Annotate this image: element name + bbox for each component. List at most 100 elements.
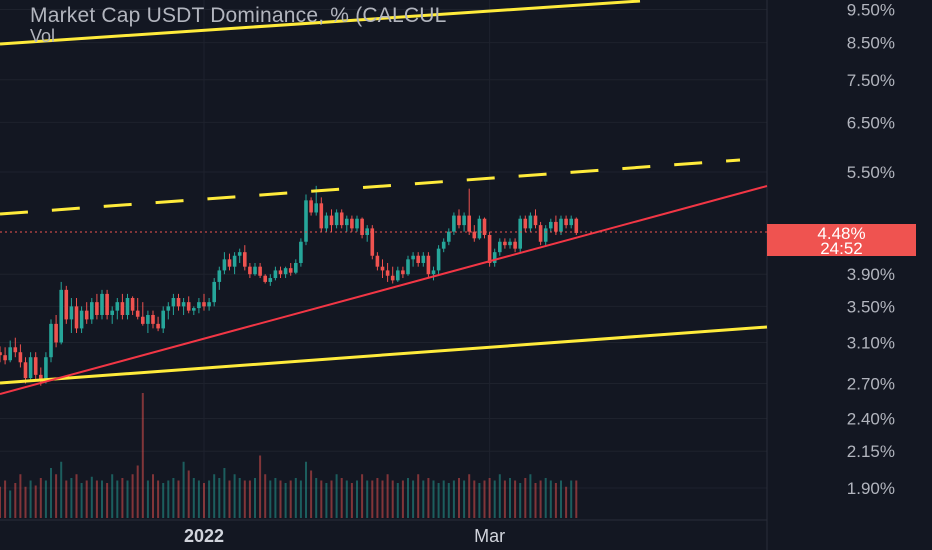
volume-bar <box>524 478 527 518</box>
volume-bar <box>167 480 170 518</box>
candle-body <box>39 374 43 382</box>
candle-body <box>452 215 456 232</box>
candle <box>278 266 283 279</box>
volume-bar <box>432 480 435 518</box>
candle-body <box>110 310 114 315</box>
candle-body <box>436 248 441 271</box>
candle <box>253 262 257 276</box>
price-tick-label: 3.90% <box>847 265 895 284</box>
volume-bar <box>50 468 52 518</box>
candle <box>477 215 482 240</box>
price-tick-label: 1.90% <box>847 479 895 498</box>
volume-bar <box>24 486 27 518</box>
volume-bar <box>473 480 476 518</box>
candle <box>324 212 329 232</box>
volume-bar <box>509 478 511 518</box>
current-price-tag: 4.48% 24:52 <box>767 224 916 257</box>
lower-channel-line[interactable] <box>0 325 768 385</box>
candle-body <box>49 323 53 358</box>
volume-bar <box>192 478 195 518</box>
candle <box>396 266 400 282</box>
volume-bar <box>152 474 154 518</box>
candle <box>130 296 135 315</box>
candle <box>258 262 262 279</box>
candle-body <box>441 241 446 249</box>
volume-bar <box>483 480 486 518</box>
current-price-value: 4.48% <box>817 224 866 243</box>
price-tick-label: 2.15% <box>847 442 895 461</box>
candle <box>283 266 288 279</box>
dashed-channel-line[interactable] <box>0 158 741 216</box>
candle <box>232 252 237 275</box>
price-tick-label: 3.10% <box>847 333 895 352</box>
candle <box>339 209 344 229</box>
candle <box>120 293 125 320</box>
volume-bar <box>269 480 272 518</box>
candle-body <box>385 270 390 276</box>
candle <box>3 347 7 365</box>
candle-body <box>0 352 2 356</box>
candle-body <box>120 302 125 315</box>
candle <box>217 266 222 290</box>
volume-bar <box>182 461 185 518</box>
support-trendline[interactable] <box>0 185 768 395</box>
candle <box>421 252 426 267</box>
candle <box>309 197 313 216</box>
candle <box>513 238 517 253</box>
candle <box>375 252 380 271</box>
candle-body <box>166 306 171 311</box>
candle <box>222 252 227 275</box>
volume-bar <box>325 483 328 518</box>
volume-bar <box>294 478 297 518</box>
candle-body <box>54 323 58 343</box>
candlestick-series <box>0 185 579 386</box>
volume-bar <box>565 486 568 518</box>
volume-bar <box>335 474 338 518</box>
candle-body <box>426 255 431 275</box>
candle-body <box>294 262 298 273</box>
candle <box>380 259 385 279</box>
candle <box>299 238 303 267</box>
candle <box>304 194 308 246</box>
volume-bar <box>340 478 343 518</box>
volume-bar <box>305 461 307 518</box>
candle-body <box>176 297 181 307</box>
candle-body <box>477 218 482 239</box>
candle-body <box>334 212 339 226</box>
candle <box>171 293 176 315</box>
upper-channel-line[interactable] <box>0 0 641 46</box>
volume-bar <box>85 480 88 518</box>
candle <box>49 319 53 363</box>
candle <box>176 293 181 311</box>
candle-body <box>69 306 74 320</box>
candle <box>508 238 512 249</box>
volume-legend[interactable]: Vol <box>30 26 56 46</box>
volume-bar <box>259 455 262 518</box>
volume-bar <box>554 483 557 518</box>
candle-body <box>115 302 120 311</box>
volume-bar <box>417 474 420 518</box>
candle <box>467 188 471 235</box>
candle-body <box>278 270 283 275</box>
candle <box>431 266 436 281</box>
candle <box>79 306 84 334</box>
volume-bar <box>356 480 358 518</box>
volume-bar <box>9 490 12 518</box>
volume-bar <box>493 480 496 518</box>
candle-body <box>222 259 227 271</box>
candle-body <box>472 231 477 239</box>
volume-bar <box>4 480 7 518</box>
volume-bar <box>366 480 369 518</box>
candle <box>95 293 99 320</box>
time-axis-labels: 2022 Mar <box>184 526 505 546</box>
candle <box>518 215 522 253</box>
volume-bar <box>396 483 399 518</box>
candle <box>212 278 216 307</box>
volume-bar <box>289 480 292 518</box>
volume-bar <box>218 478 221 518</box>
candle <box>13 337 18 358</box>
volume-bar <box>407 478 409 518</box>
candle-body <box>161 310 165 329</box>
chart-title[interactable]: Market Cap USDT Dominance, % (CALCUL <box>30 4 447 27</box>
